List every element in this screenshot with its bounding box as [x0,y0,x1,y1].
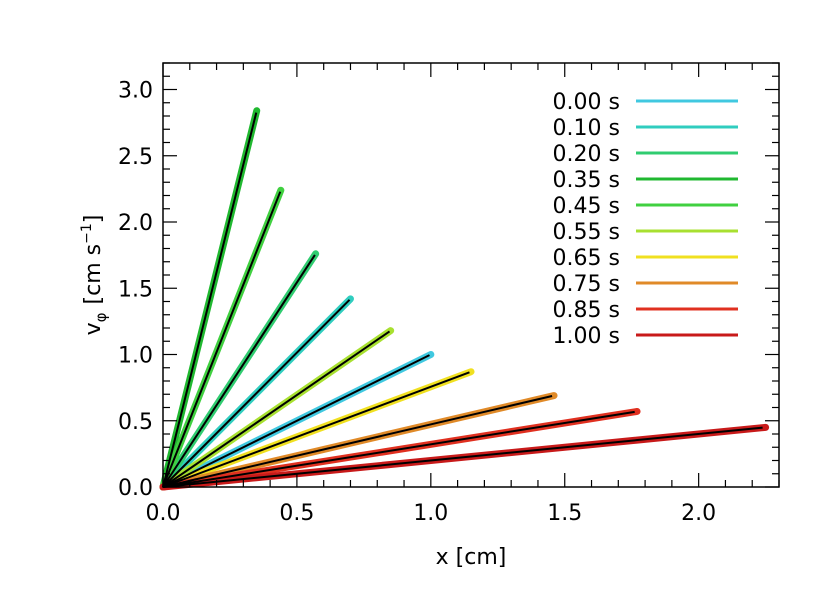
series-layer [159,107,770,491]
legend-label: 0.55 s [553,220,620,245]
y-tick-label: 0.0 [118,476,153,501]
y-tick-label: 0.5 [118,410,153,435]
x-tick-labels: 0.0 0.5 1.0 1.5 2.0 [146,501,717,526]
fit-line [162,299,351,488]
fit-line [162,371,470,488]
legend-label: 0.85 s [553,298,620,323]
legend: 0.00 s0.10 s0.20 s0.35 s0.45 s0.55 s0.65… [553,90,738,349]
y-tick-label: 2.0 [118,211,153,236]
fit-line [162,112,258,488]
fit-line [162,191,282,488]
axis-ticks [162,62,780,488]
x-tick-label: 1.5 [547,501,582,526]
fit-line [162,330,391,488]
series-scatter-point [176,455,180,459]
y-axis-exponent: −1 [79,223,95,244]
y-tick-labels: 0.0 0.5 1.0 1.5 2.0 2.5 3.0 [118,79,153,502]
series-scatter-point [174,460,178,464]
fit-line [162,395,553,488]
x-tick-label: 0.0 [146,501,181,526]
y-axis-units: [cm s [81,244,106,305]
legend-label: 0.65 s [553,246,620,271]
x-tick-label: 0.5 [279,501,314,526]
series-scatter-point [200,474,204,478]
y-axis-symbol: v [81,322,106,335]
fit-lines-layer [162,112,763,488]
legend-label: 0.10 s [553,116,620,141]
series-scatter-point [172,464,176,468]
legend-label: 0.75 s [553,272,620,297]
legend-label: 0.45 s [553,194,620,219]
x-tick-label: 1.0 [413,501,448,526]
fit-line [162,426,763,488]
legend-label: 0.20 s [553,142,620,167]
y-axis-subscript: φ [92,312,110,322]
legend-label: 0.35 s [553,168,620,193]
legend-label: 1.00 s [553,324,620,349]
y-tick-label: 1.5 [118,277,153,302]
y-tick-label: 1.0 [118,344,153,369]
y-axis-title: vφ [cm s−1] [79,215,110,336]
y-tick-label: 2.5 [118,145,153,170]
fit-line [162,254,316,488]
fit-line [162,410,635,488]
y-tick-label: 3.0 [118,79,153,104]
y-axis-close-bracket: ] [81,215,106,224]
fit-line [162,354,430,488]
x-tick-label: 2.0 [681,501,716,526]
x-axis-title: x [cm] [436,545,507,570]
legend-label: 0.00 s [553,90,620,115]
plot-frame [162,62,780,488]
